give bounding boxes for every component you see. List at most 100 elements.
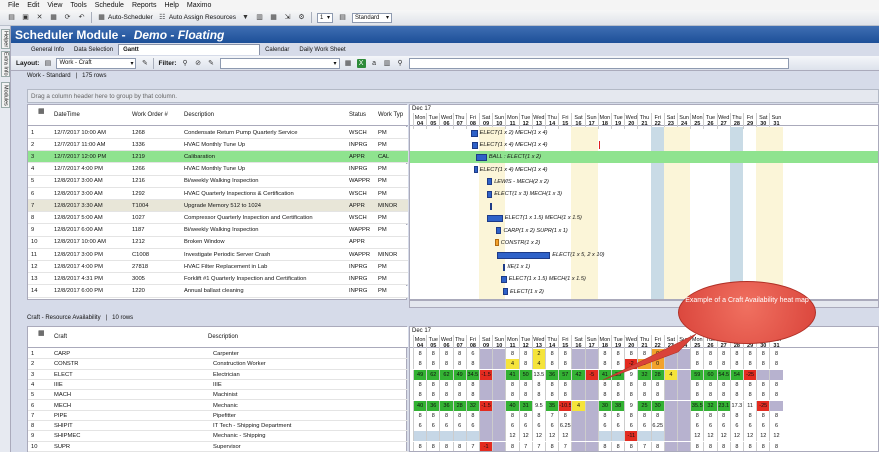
craft-row[interactable]: 1 CARP Carpenter [28, 349, 408, 360]
craft-row[interactable]: 4 IIIE IIIE [28, 380, 408, 391]
gantt-bar[interactable] [502, 263, 506, 271]
column-status[interactable]: Status [349, 112, 367, 118]
delete-icon[interactable]: ✕ [36, 14, 43, 21]
layout-icon[interactable]: ▤ [44, 59, 52, 67]
table-row[interactable]: 8 12/8/2017 5:00 AM 1027 Compressor Quarter… [28, 212, 408, 225]
gantt-bar[interactable] [486, 214, 503, 222]
view-select[interactable]: Standard ▾ [352, 12, 393, 23]
table-row[interactable]: 13 12/8/2017 4:31 PM 3005 Forklift #1 Quart… [28, 273, 408, 286]
gantt-bar[interactable] [476, 153, 487, 161]
column-work-order[interactable]: Work Order # [132, 112, 168, 118]
table-row[interactable]: 14 12/8/2017 6:00 PM 1220 Annual ballast cl… [28, 285, 408, 298]
settings-icon[interactable]: ⚙ [298, 14, 305, 21]
gantt-bar[interactable] [494, 239, 499, 247]
table-row[interactable]: 7 12/8/2017 3:30 AM T1004 Upgrade Memory 51… [28, 200, 408, 213]
column-chooser-icon[interactable]: ▦ [38, 108, 45, 115]
column-description[interactable]: Description [184, 112, 215, 118]
gantt-bar[interactable] [472, 141, 478, 149]
table-row[interactable]: 3 12/7/2017 12:00 PM 1219 Calibaration APPR C… [28, 151, 408, 164]
craft-row[interactable]: 2 CONSTR Construction Worker [28, 359, 408, 370]
modules-tab[interactable]: Modules [1, 82, 10, 108]
alpha-icon[interactable]: a [372, 59, 376, 67]
table-row[interactable]: 11 12/8/2017 3:00 PM C1008 Investigate Peri… [28, 249, 408, 261]
craft-row[interactable]: 7 PIPE Pipefitter [28, 411, 408, 422]
tab-general-info[interactable]: General Info [31, 46, 65, 53]
zoom-level-select[interactable]: 1 ▾ [317, 12, 334, 23]
day-name: Wed [439, 335, 453, 345]
helper-tab[interactable]: Helper [1, 29, 10, 49]
chart-icon[interactable]: ▥ [256, 14, 263, 21]
menu-reports[interactable]: Reports [131, 1, 157, 9]
table-row[interactable]: 12 12/8/2017 4:00 PM 27818 HVAC Filter Repl… [28, 261, 408, 274]
zoom-icon[interactable]: ⚲ [397, 59, 403, 67]
table-row[interactable]: 10 12/8/2017 10:00 AM 1212 Broken Window APP… [28, 236, 408, 249]
column-work-type[interactable]: Work Typ [378, 112, 404, 118]
tab-daily-work-sheet[interactable]: Daily Work Sheet [299, 46, 346, 53]
gantt-bar[interactable] [486, 178, 493, 186]
column-craft-description[interactable]: Description [208, 334, 239, 340]
column-chooser-icon[interactable]: ▦ [38, 330, 45, 337]
gantt-bar[interactable] [502, 288, 509, 296]
column-datetime[interactable]: DateTime [54, 112, 80, 118]
menu-maximo[interactable]: Maximo [186, 1, 212, 9]
table-row[interactable]: 4 12/7/2017 4:00 PM 1266 HVAC Monthly Tune … [28, 163, 408, 176]
cell-wt: PM [378, 263, 387, 270]
filter-clear-icon[interactable]: ⊘ [195, 59, 201, 67]
menu-edit[interactable]: Edit [27, 1, 40, 9]
filter-select[interactable]: ▾ [219, 57, 340, 69]
table-row[interactable]: 6 12/8/2017 3:00 AM 1292 HVAC Quarterly Ins… [28, 188, 408, 200]
craft-row[interactable]: 5 MACH Machinist [28, 390, 408, 401]
table-row[interactable]: 1 12/7/2017 10:00 AM 1268 Condensate Return… [28, 127, 408, 139]
grid-options-icon[interactable]: ▦ [344, 59, 352, 67]
view-icon[interactable]: ▤ [339, 14, 346, 21]
group-by-area[interactable]: Drag a column header here to group by th… [27, 89, 879, 103]
menu-view[interactable]: View [47, 1, 63, 9]
filter-icon[interactable]: ▼ [242, 14, 249, 21]
filter-edit-icon[interactable]: ✎ [208, 59, 214, 67]
craft-row[interactable]: 6 MECH Mechanic [28, 401, 408, 411]
menu-help[interactable]: Help [164, 1, 179, 9]
extra-info-tab[interactable]: Extra Info [1, 51, 10, 77]
excel-icon[interactable]: X [356, 58, 366, 68]
table-row[interactable]: 9 12/8/2017 6:00 AM 1187 Bi/weekly Walking … [28, 224, 408, 237]
heat-cell: 8 [650, 441, 664, 451]
gantt-bar[interactable] [501, 275, 507, 283]
gantt-bar[interactable] [489, 202, 493, 210]
column-craft[interactable]: Craft [54, 334, 68, 340]
tab-calendar[interactable]: Calendar [265, 46, 290, 53]
gantt-bar[interactable] [486, 190, 493, 198]
craft-row[interactable]: 10 SUPR Supervisor [28, 442, 408, 452]
craft-row[interactable]: 9 SHIPMEC Mechanic - Shipping [28, 431, 408, 442]
print-icon[interactable]: ▦ [50, 14, 57, 21]
search-input[interactable] [408, 57, 789, 69]
auto-scheduler-button[interactable]: ▦ Auto-Scheduler [97, 13, 153, 22]
tab-data-selection[interactable]: Data Selection [74, 46, 114, 53]
menu-schedule[interactable]: Schedule [94, 1, 124, 9]
undo-icon[interactable]: ↶ [78, 14, 85, 21]
craft-row[interactable]: 8 SHIPIT IT Tech - Shipping Department [28, 421, 408, 432]
layout-edit-icon[interactable]: ✎ [142, 59, 148, 67]
grid-icon[interactable]: ▦ [270, 14, 277, 21]
menu-tools[interactable]: Tools [70, 1, 87, 9]
refresh-icon[interactable]: ⟳ [64, 14, 71, 21]
tab-gantt[interactable]: Gantt [118, 44, 261, 55]
table-row[interactable]: 2 12/7/2017 11:00 AM 1336 HVAC Monthly Tune… [28, 139, 408, 152]
gantt-bar[interactable] [496, 227, 502, 235]
gantt-bar[interactable] [471, 129, 478, 137]
cell-st: WSCH [349, 214, 367, 221]
craft-row[interactable]: 3 ELECT Electrician [28, 370, 408, 380]
auto-assign-button[interactable]: ☷ Auto Assign Resources [158, 13, 236, 22]
day-name: Tue [703, 335, 716, 345]
gantt-bar[interactable] [497, 251, 551, 259]
layout-select[interactable]: Work - Craft ▾ [56, 57, 137, 69]
save-icon[interactable]: ▣ [22, 14, 29, 21]
column-icon[interactable]: ▥ [383, 59, 391, 67]
table-row[interactable]: 5 12/8/2017 3:00 AM 1216 Bi/weekly Walking … [28, 175, 408, 188]
menu-file[interactable]: File [8, 1, 20, 9]
export-icon[interactable]: ⇲ [284, 14, 291, 21]
day-date: 14 [545, 341, 558, 351]
gantt-bar[interactable] [473, 166, 478, 174]
auto-scheduler-label: Auto-Scheduler [108, 14, 153, 21]
folder-icon[interactable]: ▤ [8, 14, 15, 21]
filter-add-icon[interactable]: ⚲ [182, 59, 188, 67]
